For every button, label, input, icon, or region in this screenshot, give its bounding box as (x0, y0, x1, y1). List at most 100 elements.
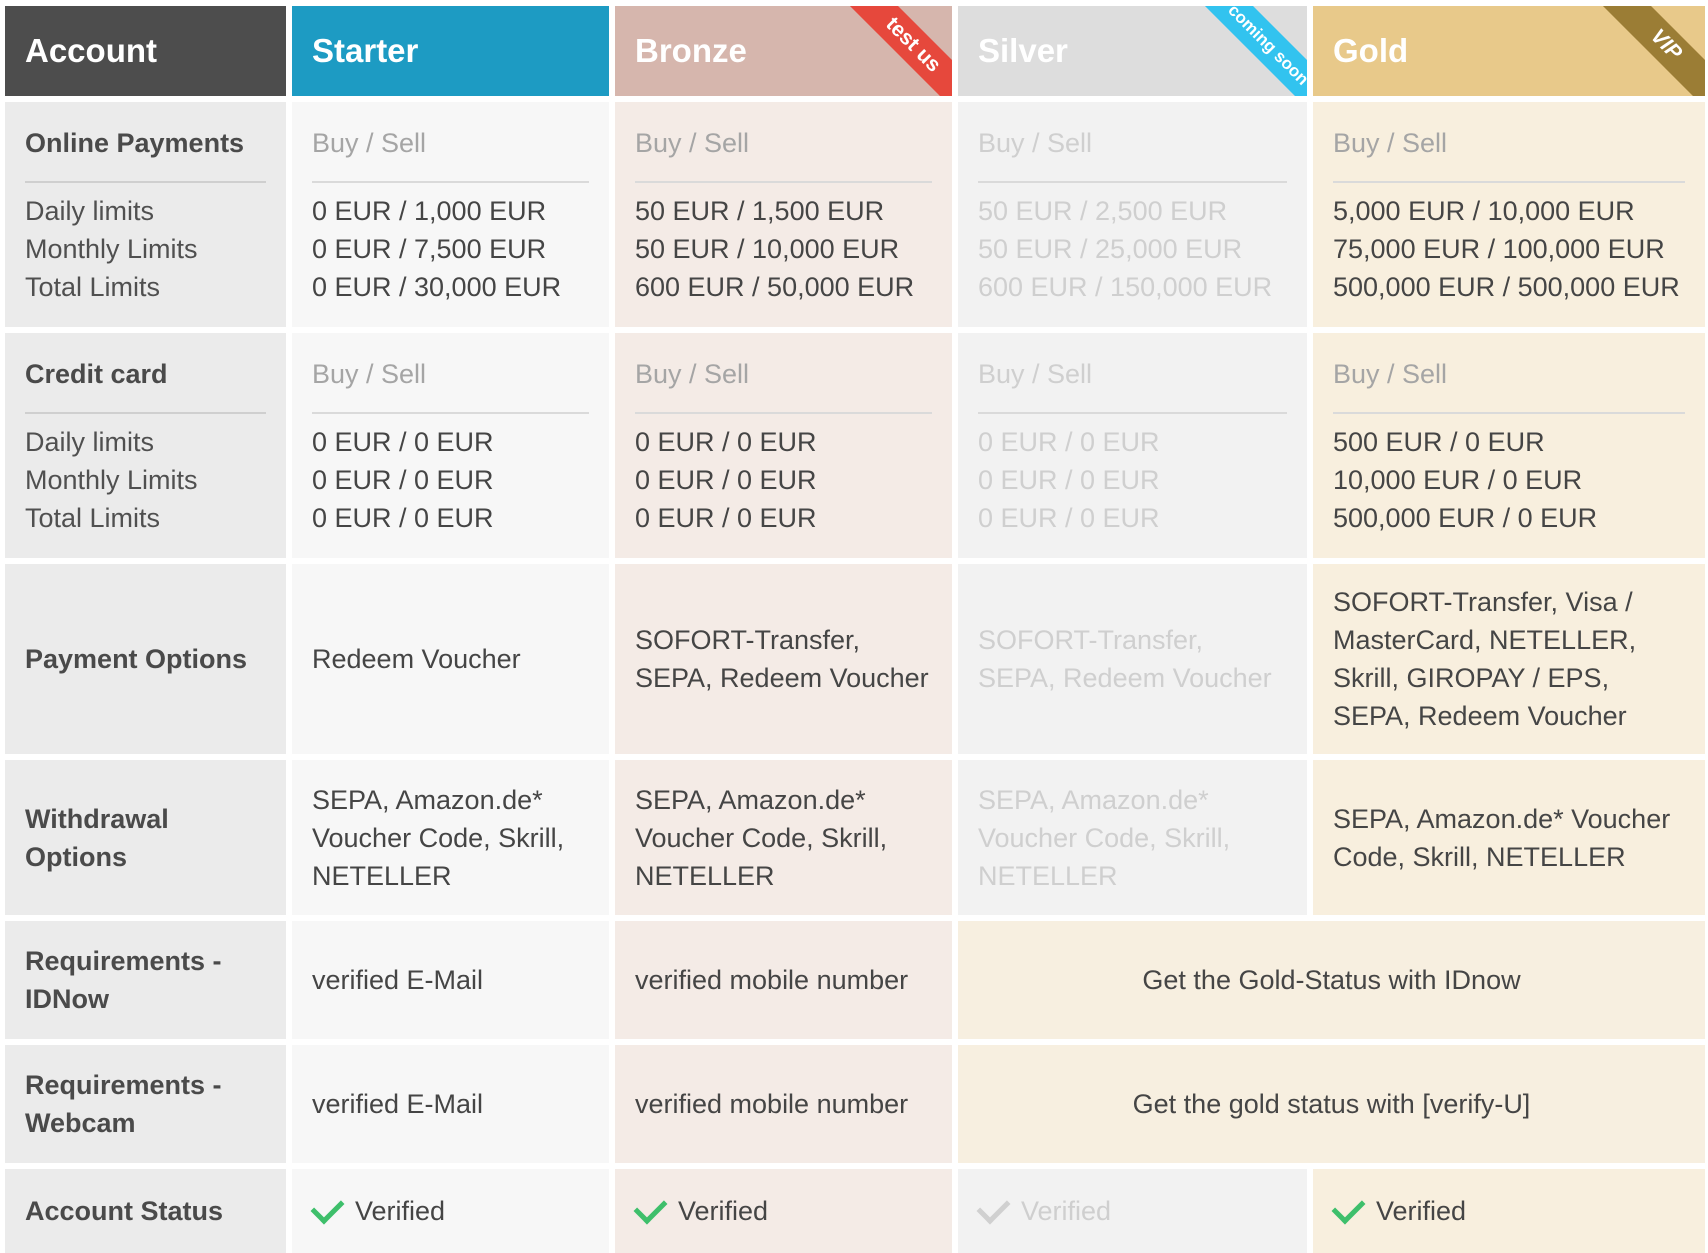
test-us-ribbon: test us (832, 6, 952, 96)
status-bronze-cell: Verified (615, 1169, 952, 1253)
status-starter-cell: Verified (292, 1169, 609, 1253)
buy-sell-label: Buy / Sell (635, 359, 750, 389)
withdrawal-options-title: Withdrawal Options (25, 803, 169, 872)
vip-ribbon-label: VIP (1593, 6, 1705, 96)
header-starter-label: Starter (312, 32, 419, 69)
buy-sell-label: Buy / Sell (978, 359, 1093, 389)
status-silver-cell: Verified (958, 1169, 1307, 1253)
buy-sell-label: Buy / Sell (312, 128, 427, 158)
checkmark-icon (976, 1190, 1011, 1224)
gold-status-verify-u-text: Get the gold status with [verify-U] (1132, 1088, 1531, 1119)
divider (978, 412, 1287, 414)
limit-value: 50 EUR / 1,500 EUR (635, 196, 885, 226)
header-bronze: Bronze test us (615, 6, 952, 96)
header-starter: Starter (292, 6, 609, 96)
divider (635, 412, 932, 414)
payment-options-title: Payment Options (25, 644, 248, 674)
credit-gold-cell: Buy / Sell 500 EUR / 0 EUR 10,000 EUR / … (1313, 333, 1705, 558)
account-comparison-table: Account Starter Bronze test us Silver co… (5, 6, 1705, 1253)
limit-value: 500,000 EUR / 0 EUR (1333, 503, 1598, 533)
limit-value: 0 EUR / 0 EUR (978, 465, 1160, 495)
status-gold-cell: Verified (1313, 1169, 1705, 1253)
requirement-value: verified E-Mail (312, 965, 484, 995)
divider (1333, 412, 1685, 414)
withdrawal-gold-cell: SEPA, Amazon.de* Voucher Code, Skrill, N… (1313, 760, 1705, 915)
withdrawal-starter-cell: SEPA, Amazon.de* Voucher Code, Skrill, N… (292, 760, 609, 915)
gold-status-idnow-text: Get the Gold-Status with IDnow (1142, 964, 1521, 995)
online-payments-label-cell: Online Payments Daily limits Monthly Lim… (5, 102, 286, 327)
credit-card-title: Credit card (25, 359, 168, 389)
withdrawal-silver-cell: SEPA, Amazon.de* Voucher Code, Skrill, N… (958, 760, 1307, 915)
withdrawal-options-value: SEPA, Amazon.de* Voucher Code, Skrill, N… (312, 784, 565, 891)
total-limits-label: Total Limits (25, 272, 161, 302)
online-silver-cell: Buy / Sell 50 EUR / 2,500 EUR 50 EUR / 2… (958, 102, 1307, 327)
verified-status: Verified (678, 1196, 769, 1226)
limit-value: 600 EUR / 150,000 EUR (978, 272, 1273, 302)
payment-silver-cell: SOFORT-Transfer, SEPA, Redeem Voucher (958, 564, 1307, 754)
requirements-idnow-label-cell: Requirements - IDNow (5, 921, 286, 1039)
header-gold-label: Gold (1333, 32, 1409, 69)
divider (25, 412, 266, 414)
buy-sell-label: Buy / Sell (1333, 359, 1448, 389)
divider (978, 181, 1287, 183)
payment-gold-cell: SOFORT-Transfer, Visa / MasterCard, NETE… (1313, 564, 1705, 754)
limit-value: 0 EUR / 0 EUR (635, 427, 817, 457)
verify-u-gold-link[interactable]: Get the gold status with [verify-U] (958, 1045, 1705, 1163)
webcam-starter-cell: verified E-Mail (292, 1045, 609, 1163)
payment-options-value: SOFORT-Transfer, SEPA, Redeem Voucher (978, 625, 1272, 693)
test-us-ribbon-label: test us (840, 6, 952, 96)
limit-value: 500,000 EUR / 500,000 EUR (1333, 272, 1680, 302)
credit-silver-cell: Buy / Sell 0 EUR / 0 EUR 0 EUR / 0 EUR 0… (958, 333, 1307, 558)
buy-sell-label: Buy / Sell (978, 128, 1093, 158)
header-silver: Silver coming soon (958, 6, 1307, 96)
online-payments-title: Online Payments (25, 128, 245, 158)
divider (25, 181, 266, 183)
header-silver-label: Silver (978, 32, 1068, 69)
withdrawal-options-value: SEPA, Amazon.de* Voucher Code, Skrill, N… (1333, 803, 1671, 872)
online-starter-cell: Buy / Sell 0 EUR / 1,000 EUR 0 EUR / 7,5… (292, 102, 609, 327)
limit-value: 50 EUR / 2,500 EUR (978, 196, 1228, 226)
verified-status: Verified (1021, 1196, 1112, 1226)
limit-value: 0 EUR / 7,500 EUR (312, 234, 547, 264)
limit-value: 600 EUR / 50,000 EUR (635, 272, 915, 302)
limit-value: 0 EUR / 1,000 EUR (312, 196, 547, 226)
divider (1333, 181, 1685, 183)
online-sub-labels: Daily limits Monthly Limits Total Limits (25, 192, 276, 306)
daily-limits-label: Daily limits (25, 196, 155, 226)
online-gold-cell: Buy / Sell 5,000 EUR / 10,000 EUR 75,000… (1313, 102, 1705, 327)
withdrawal-options-value: SEPA, Amazon.de* Voucher Code, Skrill, N… (635, 784, 888, 891)
credit-sub-labels: Daily limits Monthly Limits Total Limits (25, 423, 276, 537)
checkmark-icon (1331, 1190, 1366, 1224)
limit-value: 0 EUR / 0 EUR (312, 427, 494, 457)
credit-starter-cell: Buy / Sell 0 EUR / 0 EUR 0 EUR / 0 EUR 0… (292, 333, 609, 558)
credit-card-label-cell: Credit card Daily limits Monthly Limits … (5, 333, 286, 558)
limit-value: 10,000 EUR / 0 EUR (1333, 465, 1583, 495)
online-bronze-cell: Buy / Sell 50 EUR / 1,500 EUR 50 EUR / 1… (615, 102, 952, 327)
idnow-bronze-cell: verified mobile number (615, 921, 952, 1039)
limit-value: 50 EUR / 25,000 EUR (978, 234, 1243, 264)
payment-options-label-cell: Payment Options (5, 564, 286, 754)
header-gold: Gold VIP (1313, 6, 1705, 96)
divider (312, 181, 589, 183)
limit-value: 0 EUR / 0 EUR (635, 465, 817, 495)
divider (635, 181, 932, 183)
withdrawal-options-value: SEPA, Amazon.de* Voucher Code, Skrill, N… (978, 784, 1231, 891)
requirement-value: verified mobile number (635, 1089, 909, 1119)
payment-starter-cell: Redeem Voucher (292, 564, 609, 754)
limit-value: 0 EUR / 0 EUR (635, 503, 817, 533)
requirement-value: verified mobile number (635, 965, 909, 995)
daily-limits-label: Daily limits (25, 427, 155, 457)
requirement-value: verified E-Mail (312, 1089, 484, 1119)
vip-ribbon: VIP (1585, 6, 1705, 96)
idnow-gold-link[interactable]: Get the Gold-Status with IDnow (958, 921, 1705, 1039)
payment-options-value: SOFORT-Transfer, SEPA, Redeem Voucher (635, 625, 929, 693)
limit-value: 0 EUR / 0 EUR (978, 503, 1160, 533)
requirements-webcam-title: Requirements - Webcam (25, 1070, 222, 1138)
divider (312, 412, 589, 414)
buy-sell-label: Buy / Sell (635, 128, 750, 158)
idnow-starter-cell: verified E-Mail (292, 921, 609, 1039)
limit-value: 0 EUR / 0 EUR (312, 465, 494, 495)
limit-value: 50 EUR / 10,000 EUR (635, 234, 900, 264)
account-status-title: Account Status (25, 1196, 224, 1226)
withdrawal-options-label-cell: Withdrawal Options (5, 760, 286, 915)
